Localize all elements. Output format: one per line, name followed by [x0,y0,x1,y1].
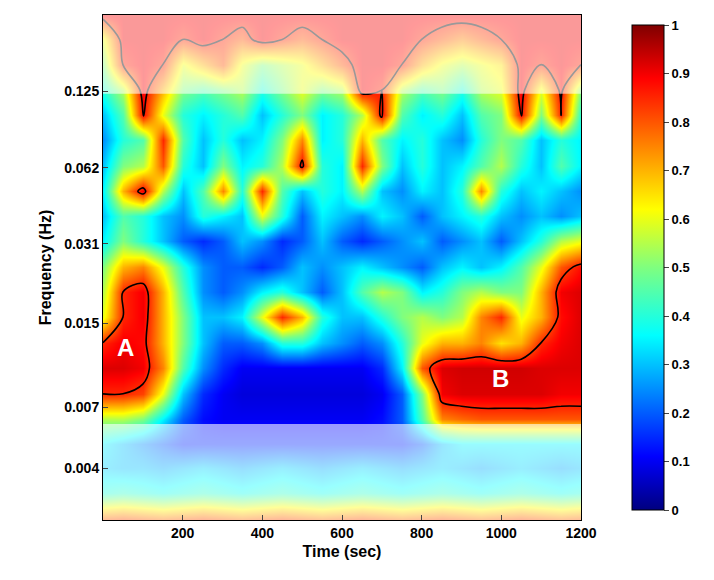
svg-text:0.015: 0.015 [64,315,99,331]
svg-text:200: 200 [171,525,195,541]
svg-text:0.004: 0.004 [64,460,99,476]
svg-text:0.2: 0.2 [672,406,690,421]
svg-text:0.031: 0.031 [64,236,99,252]
svg-text:0.8: 0.8 [672,115,690,130]
svg-text:0.3: 0.3 [672,357,690,372]
svg-text:0.5: 0.5 [672,260,690,275]
svg-text:Time (sec): Time (sec) [303,543,382,560]
svg-text:0.4: 0.4 [672,309,691,324]
svg-text:1000: 1000 [486,525,517,541]
svg-text:0: 0 [672,503,679,518]
svg-text:0.9: 0.9 [672,66,690,81]
svg-text:600: 600 [330,525,354,541]
svg-text:Frequency (Hz): Frequency (Hz) [37,210,54,326]
svg-text:800: 800 [410,525,434,541]
svg-text:0.7: 0.7 [672,163,690,178]
svg-text:0.6: 0.6 [672,212,690,227]
svg-text:B: B [492,365,509,392]
svg-text:1200: 1200 [565,525,596,541]
svg-text:0.1: 0.1 [672,454,690,469]
svg-text:1: 1 [672,18,679,33]
svg-text:0.007: 0.007 [64,399,99,415]
svg-text:A: A [117,334,134,361]
svg-text:0.125: 0.125 [64,83,99,99]
svg-text:400: 400 [251,525,275,541]
svg-text:0.062: 0.062 [64,160,99,176]
